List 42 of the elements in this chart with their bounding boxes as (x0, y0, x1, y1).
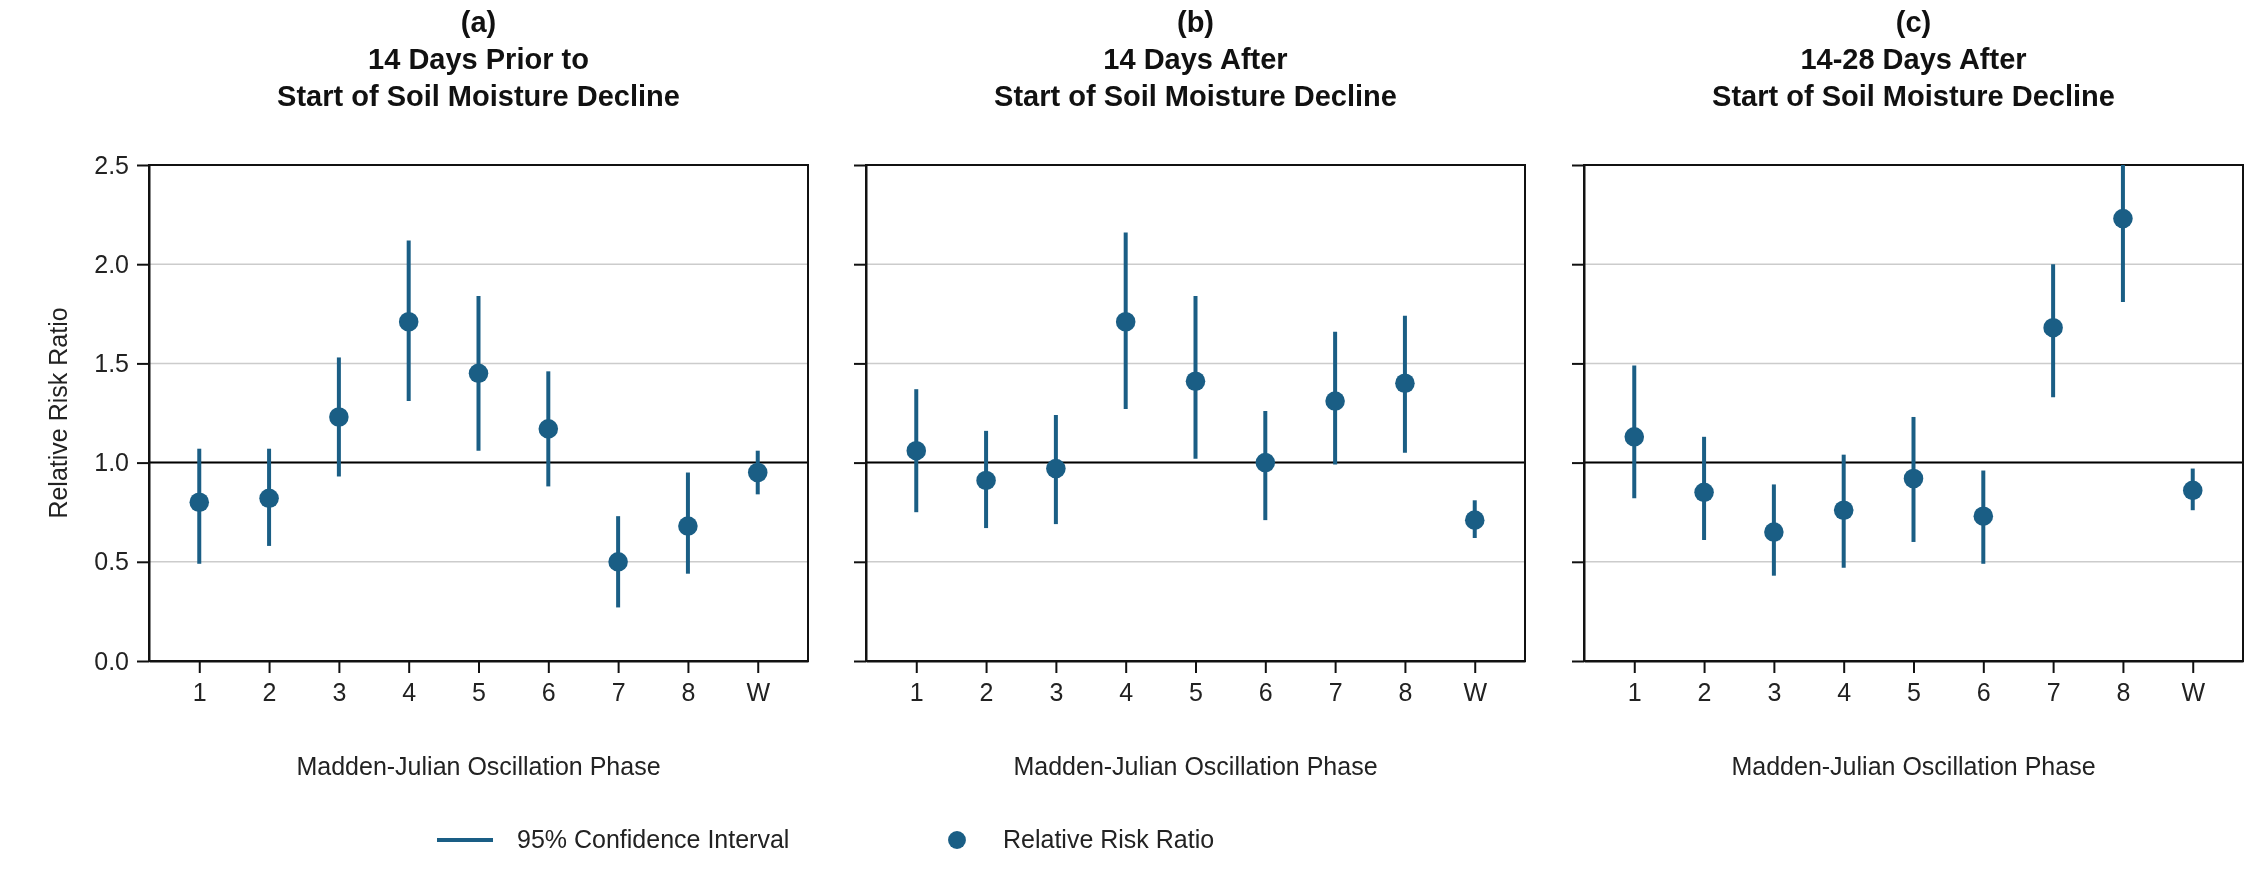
y-tick-label: 1.5 (94, 348, 129, 377)
x-tick-label: 2 (262, 677, 277, 706)
x-axis-title: Madden-Julian Oscillation Phase (1731, 752, 2096, 780)
text: 95% Confidence Interval (517, 825, 790, 853)
x-tick-label: 5 (1189, 677, 1203, 706)
x-tick-label: 7 (611, 677, 626, 706)
x-tick-label: 5 (1907, 677, 1921, 706)
x-tick-label: 1 (1627, 677, 1642, 706)
x-axis-title: Madden-Julian Oscillation Phase (296, 752, 661, 780)
y-axis-title: Relative Risk Ratio (44, 307, 72, 519)
y-tick-label: 0.0 (94, 646, 129, 675)
x-tick-label: 8 (2116, 677, 2131, 706)
chart-title: (b) 14 Days After Start of Soil Moisture Decline (994, 6, 1397, 112)
x-tick-label: 8 (1398, 677, 1413, 706)
y-tick-label: 2.5 (94, 150, 129, 179)
x-tick-label: 4 (1119, 677, 1134, 706)
x-tick-label: 2 (979, 677, 994, 706)
x-tick-label: W (746, 677, 771, 706)
legend-label: Relative Risk Ratio (1003, 825, 1215, 853)
x-tick-label: 7 (2046, 677, 2061, 706)
x-tick-label: 5 (472, 677, 486, 706)
x-tick-label: 2 (1697, 677, 1712, 706)
x-tick-label: 4 (402, 677, 417, 706)
x-axis-title: Madden-Julian Oscillation Phase (1013, 752, 1378, 780)
x-tick-label: 3 (1049, 677, 1064, 706)
y-tick-label: 0.5 (94, 547, 129, 576)
x-tick-label: W (2181, 677, 2206, 706)
x-tick-label: 7 (1328, 677, 1343, 706)
chart-title: (c) 14-28 Days After Start of Soil Moisture Decline (1712, 6, 2115, 112)
x-tick-label: 1 (909, 677, 924, 706)
x-tick-label: 8 (681, 677, 696, 706)
x-tick-label: 3 (332, 677, 347, 706)
x-tick-label: 6 (1258, 677, 1273, 706)
x-tick-label: 6 (541, 677, 556, 706)
chart-title: (a) 14 Days Prior to Start of Soil Moisture Decline (277, 6, 680, 112)
y-tick-label: 2.0 (94, 249, 129, 278)
x-tick-label: W (1463, 677, 1488, 706)
x-tick-label: 6 (1976, 677, 1991, 706)
x-tick-label: 3 (1767, 677, 1782, 706)
x-tick-label: 4 (1837, 677, 1852, 706)
y-tick-label: 1.0 (94, 448, 129, 477)
x-tick-label: 1 (192, 677, 207, 706)
